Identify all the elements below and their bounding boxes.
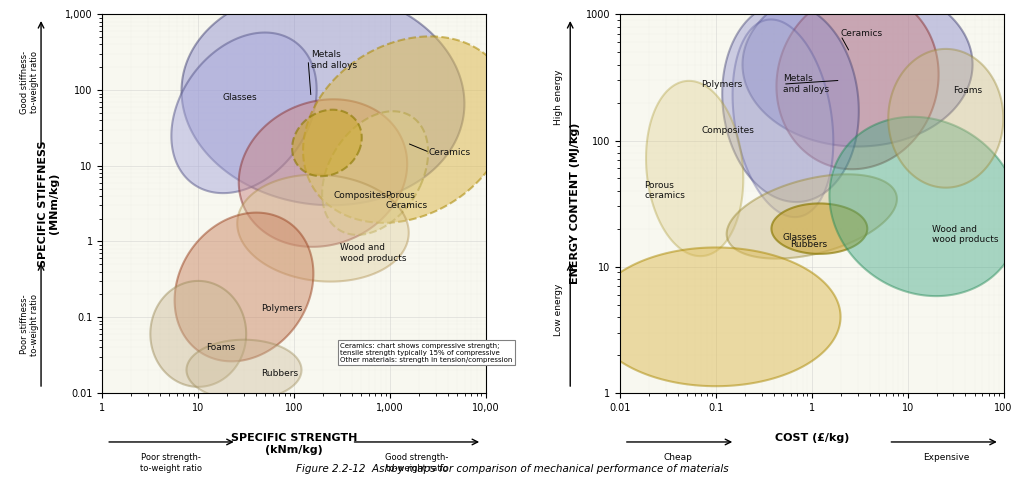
Polygon shape [303, 36, 511, 223]
Text: Expensive: Expensive [923, 453, 969, 462]
Text: Poor strength-
to-weight ratio: Poor strength- to-weight ratio [140, 453, 203, 473]
Text: Composites: Composites [701, 126, 754, 135]
Polygon shape [151, 281, 246, 387]
Text: Wood and
wood products: Wood and wood products [340, 243, 407, 263]
Text: High energy: High energy [554, 70, 563, 125]
X-axis label: SPECIFIC STRENGTH
(kNm/kg): SPECIFIC STRENGTH (kNm/kg) [231, 433, 357, 455]
Text: Rubbers: Rubbers [261, 369, 298, 378]
Text: Rubbers: Rubbers [791, 240, 827, 249]
Text: Ceramics: chart shows compressive strength;
tensile strength typically 15% of co: Ceramics: chart shows compressive streng… [340, 342, 513, 363]
Polygon shape [171, 33, 316, 193]
Polygon shape [722, 3, 859, 202]
Y-axis label: SPECIFIC STIFFNESS
(MNm/kg): SPECIFIC STIFFNESS (MNm/kg) [38, 140, 59, 267]
Text: Porous
Ceramics: Porous Ceramics [386, 191, 428, 210]
Polygon shape [323, 111, 428, 235]
Text: Polymers: Polymers [261, 304, 302, 313]
Text: Glasses: Glasses [223, 93, 257, 102]
Polygon shape [186, 340, 301, 400]
Polygon shape [292, 110, 361, 176]
Polygon shape [727, 174, 897, 259]
Polygon shape [771, 204, 867, 254]
Polygon shape [829, 117, 1020, 296]
Polygon shape [732, 20, 834, 217]
Polygon shape [181, 0, 465, 205]
Text: Good strength-
to-weight ratio: Good strength- to-weight ratio [385, 453, 449, 473]
Polygon shape [888, 49, 1004, 188]
Text: Glasses: Glasses [783, 233, 817, 242]
Polygon shape [591, 248, 841, 386]
Polygon shape [776, 0, 939, 169]
Text: Ceramics: Ceramics [841, 29, 883, 38]
Text: Wood and
wood products: Wood and wood products [932, 225, 998, 244]
Polygon shape [238, 174, 409, 282]
Text: Metals
and alloys: Metals and alloys [311, 50, 357, 69]
Text: Foams: Foams [206, 342, 234, 352]
Text: Composites: Composites [334, 191, 387, 200]
Polygon shape [175, 213, 313, 361]
Text: Good stiffness-
to-weight ratio: Good stiffness- to-weight ratio [19, 51, 39, 114]
Text: Foams: Foams [953, 86, 982, 95]
Text: Cheap: Cheap [664, 453, 692, 462]
Polygon shape [742, 0, 973, 147]
Text: Figure 2.2-12  Ashby maps for comparison of mechanical performance of materials: Figure 2.2-12 Ashby maps for comparison … [296, 464, 728, 474]
Polygon shape [646, 81, 743, 256]
Text: Metals
and alloys: Metals and alloys [783, 74, 829, 94]
Y-axis label: ENERGY CONTENT (MJ/kg): ENERGY CONTENT (MJ/kg) [570, 123, 581, 284]
Text: Porous
ceramics: Porous ceramics [644, 181, 685, 200]
Text: Polymers: Polymers [701, 80, 742, 89]
X-axis label: COST (£/kg): COST (£/kg) [774, 433, 849, 444]
Text: Low energy: Low energy [554, 284, 563, 336]
Polygon shape [239, 99, 408, 247]
Text: Poor stiffness-
to-weight ratio: Poor stiffness- to-weight ratio [19, 294, 39, 356]
Text: Ceramics: Ceramics [428, 148, 470, 157]
